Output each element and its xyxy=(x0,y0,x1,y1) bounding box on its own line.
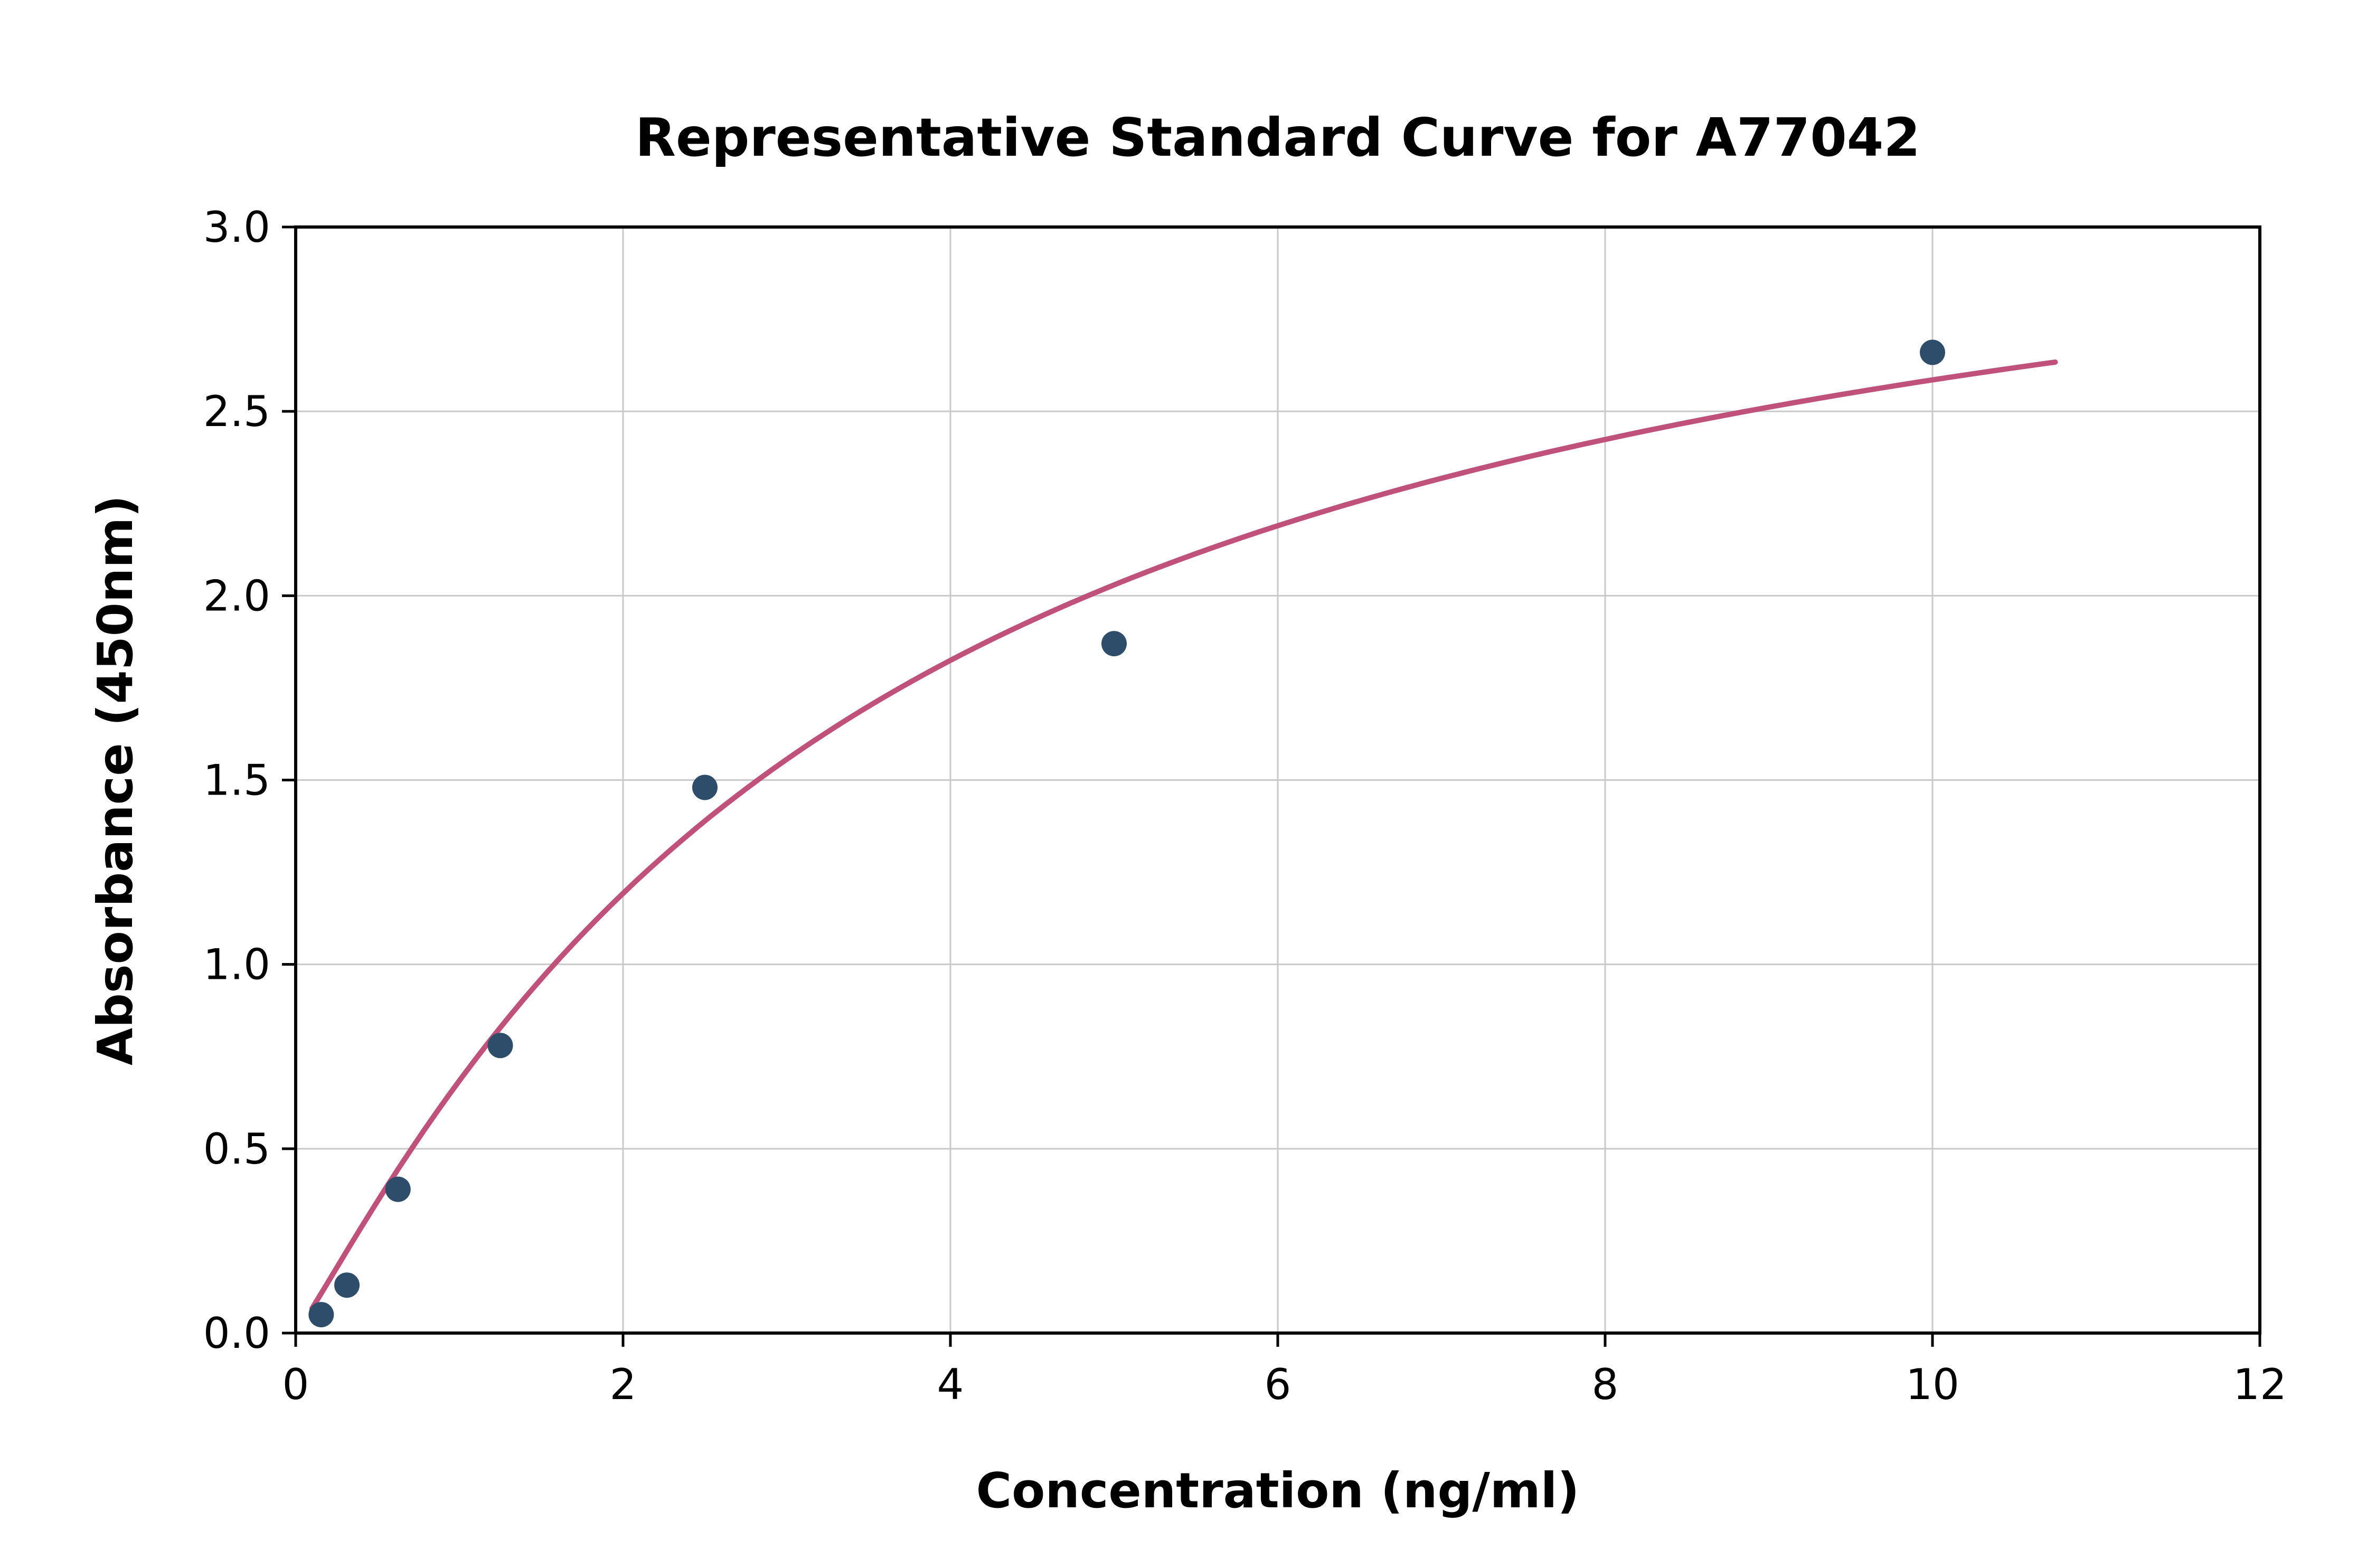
x-tick-label: 8 xyxy=(1592,1360,1619,1409)
y-tick-label: 1.5 xyxy=(203,756,270,805)
axis-ticks xyxy=(282,225,2261,1347)
data-point xyxy=(334,1272,360,1298)
y-tick-label: 0.5 xyxy=(203,1125,270,1174)
data-point xyxy=(385,1176,411,1202)
y-tick-label: 0.0 xyxy=(203,1309,270,1358)
y-tick-label: 1.0 xyxy=(203,940,270,989)
y-axis-label: Absorbance (450nm) xyxy=(87,495,144,1065)
x-tick-label: 0 xyxy=(282,1360,309,1409)
data-point xyxy=(692,774,718,800)
data-point xyxy=(1101,631,1127,657)
data-points xyxy=(308,339,1945,1328)
data-point xyxy=(1920,339,1945,365)
x-tick-label: 6 xyxy=(1265,1360,1291,1409)
x-tick-label: 2 xyxy=(610,1360,637,1409)
grid-lines xyxy=(295,226,2261,1334)
fit-curve xyxy=(309,359,2058,1311)
fit-curve-line xyxy=(309,359,2058,1311)
tick-labels: 0 2 4 6 8 10 12 0.0 0.5 1.0 1.5 2.0 2.5 3.0 xyxy=(203,203,2287,1409)
y-tick-label: 2.0 xyxy=(203,571,270,620)
x-tick-label: 4 xyxy=(937,1360,964,1409)
x-tick-label: 10 xyxy=(1906,1360,1959,1409)
chart-title: Representative Standard Curve for A77042 xyxy=(635,107,1920,168)
x-tick-label: 12 xyxy=(2233,1360,2287,1409)
data-point xyxy=(487,1033,513,1059)
data-point xyxy=(308,1302,334,1328)
y-tick-label: 2.5 xyxy=(203,387,270,436)
x-axis-label: Concentration (ng/ml) xyxy=(976,1462,1580,1519)
y-tick-label: 3.0 xyxy=(203,203,270,252)
